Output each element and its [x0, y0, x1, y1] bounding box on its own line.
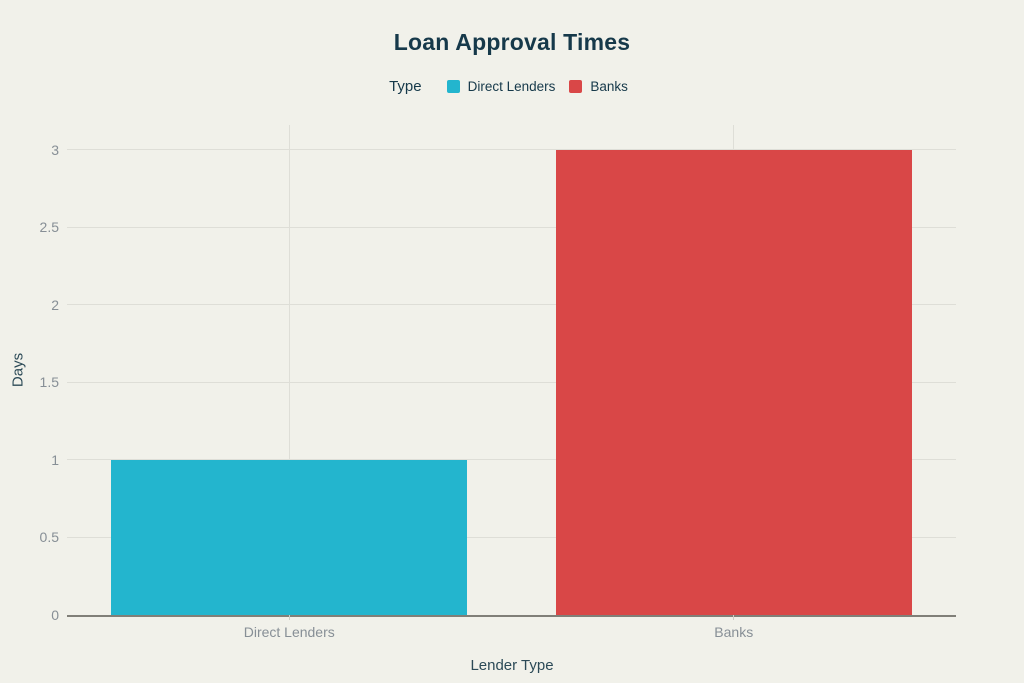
y-tick-label: 2 [51, 296, 59, 313]
bar-direct-lenders [111, 459, 468, 615]
legend-item-direct-lenders: Direct Lenders [446, 79, 556, 94]
y-tick-label: 2.5 [39, 219, 59, 236]
x-tick [288, 615, 290, 620]
y-tick-label: 1.5 [39, 374, 59, 391]
y-gridline [67, 226, 956, 228]
x-gridline [288, 125, 290, 615]
y-gridline [67, 459, 956, 461]
y-gridline [67, 381, 956, 383]
legend: Type Direct Lenders Banks [0, 78, 1024, 95]
legend-swatch-direct-lenders-icon [446, 80, 460, 93]
legend-item-banks: Banks [569, 79, 628, 94]
y-tick-label: 1 [51, 451, 59, 468]
y-axis-title: Days [9, 352, 27, 388]
legend-swatch-banks-icon [569, 80, 583, 93]
y-tick-label: 0.5 [39, 529, 59, 546]
y-gridline [67, 304, 956, 306]
legend-label-direct-lenders: Direct Lenders [467, 79, 556, 94]
bar-banks [555, 149, 912, 615]
chart-title: Loan Approval Times [393, 29, 631, 55]
legend-title: Type [389, 78, 422, 95]
y-tick-label: 3 [51, 141, 59, 158]
y-gridline [67, 536, 956, 538]
x-tick-label: Banks [714, 624, 754, 640]
y-tick-label: 0 [51, 607, 59, 623]
y-gridline [67, 149, 956, 151]
x-tick [733, 615, 735, 620]
plot-area: 0 0.5 1 1.5 2 2.5 3 Direct Lenders Banks [40, 125, 956, 640]
x-axis-title: Lender Type [470, 657, 554, 674]
x-tick-label: Direct Lenders [243, 624, 335, 640]
legend-label-banks: Banks [590, 79, 628, 94]
